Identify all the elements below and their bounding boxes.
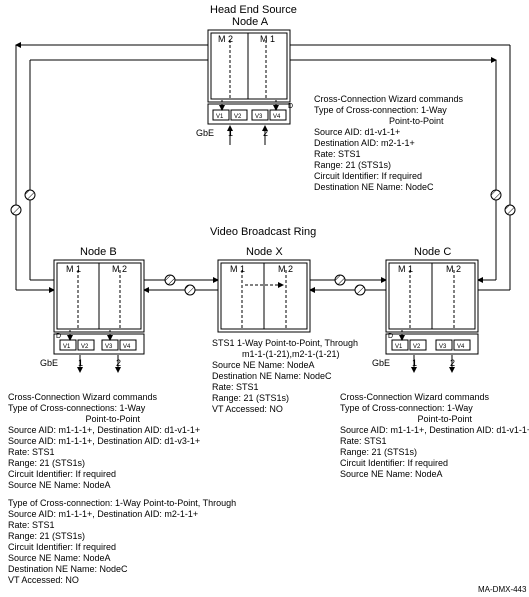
headend-title: Head End Source — [210, 4, 297, 16]
nodeC-p1: 1 — [412, 358, 417, 369]
nodeA-p1: 1 — [228, 128, 233, 139]
nodeA-gbe: GbE — [196, 128, 214, 139]
info-block-x: STS1 1-Way Point-to-Point, Through m1-1-… — [212, 338, 358, 415]
node-x-label: Node X — [246, 246, 283, 258]
nodeB-gbe: GbE — [40, 358, 58, 369]
nodeA-p2: 2 — [263, 128, 268, 139]
info-block-b2: Type of Cross-connection: 1-Way Point-to… — [8, 498, 236, 586]
svg-text:V3: V3 — [439, 344, 447, 350]
node-b-label: Node B — [80, 246, 117, 258]
info-block-c: Cross-Connection Wizard commands Type of… — [340, 392, 529, 480]
node-a-box: V1 V2 V3 V4 D — [208, 30, 293, 145]
nodeB-m1: M 1 — [66, 264, 81, 275]
nodeC-m2: M 2 — [446, 264, 461, 275]
nodeX-m2: M 2 — [278, 264, 293, 275]
nodeB-p1: 1 — [78, 358, 83, 369]
nodeB-m2: M 2 — [112, 264, 127, 275]
info-block-a: Cross-Connection Wizard commands Type of… — [314, 94, 463, 193]
nodeC-m1: M 1 — [398, 264, 413, 275]
svg-text:V2: V2 — [234, 114, 242, 120]
svg-text:V2: V2 — [413, 344, 421, 350]
nodeX-m1: M 1 — [230, 264, 245, 275]
svg-text:V3: V3 — [255, 114, 263, 120]
node-c-label: Node C — [414, 246, 451, 258]
nodeA-m2: M 2 — [218, 34, 233, 45]
node-b-box: V1 V2 V3 V4 D — [54, 260, 144, 372]
node-a-label: Node A — [232, 16, 268, 28]
node-c-box: V1 V2 V3 V4 D — [386, 260, 478, 372]
svg-text:V1: V1 — [216, 114, 224, 120]
svg-text:V3: V3 — [105, 344, 113, 350]
nodeA-m1: M 1 — [260, 34, 275, 45]
svg-text:D: D — [388, 333, 393, 340]
diagram-title: Video Broadcast Ring — [210, 226, 316, 238]
svg-text:D: D — [288, 103, 293, 110]
svg-text:V4: V4 — [457, 344, 465, 350]
nodeC-gbe: GbE — [372, 358, 390, 369]
svg-text:V1: V1 — [395, 344, 403, 350]
svg-text:D: D — [56, 333, 61, 340]
figure-id: MA-DMX-443 — [478, 584, 526, 595]
nodeC-p2: 2 — [450, 358, 455, 369]
info-block-b: Cross-Connection Wizard commands Type of… — [8, 392, 200, 491]
svg-text:V4: V4 — [273, 114, 281, 120]
svg-text:V4: V4 — [123, 344, 131, 350]
svg-text:V1: V1 — [63, 344, 71, 350]
svg-text:V2: V2 — [81, 344, 89, 350]
nodeB-p2: 2 — [116, 358, 121, 369]
